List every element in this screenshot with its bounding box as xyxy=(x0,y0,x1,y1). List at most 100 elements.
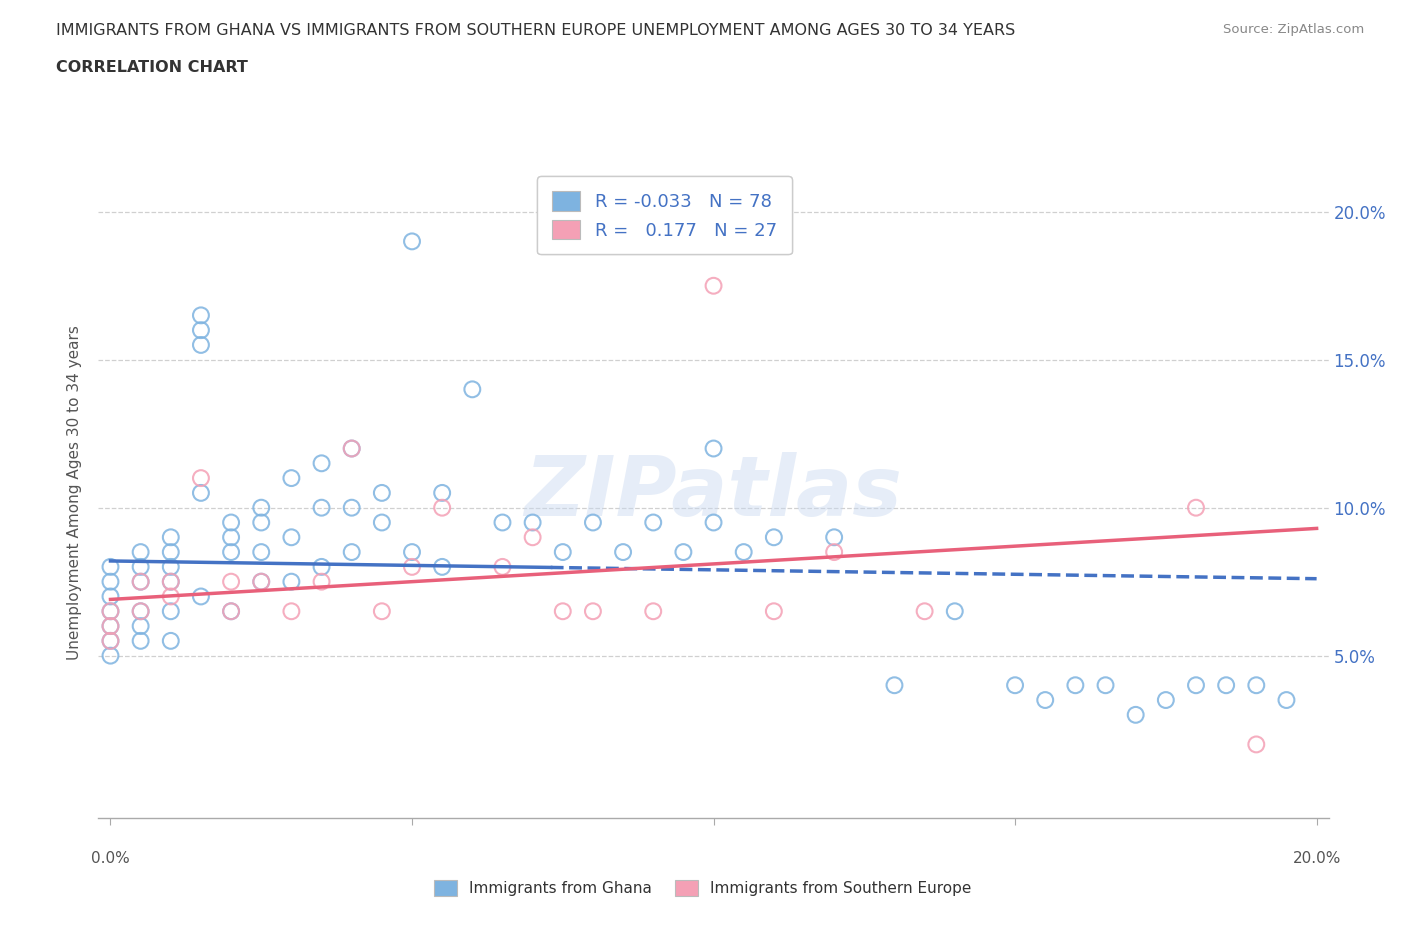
Point xyxy=(311,574,333,589)
Point xyxy=(129,574,152,589)
Point xyxy=(100,574,122,589)
Point xyxy=(159,530,181,545)
Point xyxy=(1004,678,1026,693)
Text: CORRELATION CHART: CORRELATION CHART xyxy=(56,60,247,75)
Point xyxy=(190,485,212,500)
Point xyxy=(311,500,333,515)
Legend: R = -0.033   N = 78, R =   0.177   N = 27: R = -0.033 N = 78, R = 0.177 N = 27 xyxy=(537,177,792,254)
Point xyxy=(582,604,605,618)
Point xyxy=(762,530,785,545)
Point xyxy=(762,604,785,618)
Y-axis label: Unemployment Among Ages 30 to 34 years: Unemployment Among Ages 30 to 34 years xyxy=(67,326,83,660)
Point xyxy=(100,589,122,604)
Point xyxy=(159,574,181,589)
Point xyxy=(129,574,152,589)
Point xyxy=(129,604,152,618)
Point xyxy=(1185,678,1208,693)
Point xyxy=(129,633,152,648)
Point xyxy=(1246,678,1268,693)
Point xyxy=(702,441,725,456)
Point xyxy=(219,545,242,560)
Point xyxy=(250,515,273,530)
Point xyxy=(914,604,936,618)
Point xyxy=(250,545,273,560)
Point xyxy=(219,515,242,530)
Point xyxy=(159,574,181,589)
Point xyxy=(461,382,484,397)
Point xyxy=(280,604,302,618)
Point xyxy=(311,456,333,471)
Point xyxy=(190,308,212,323)
Point xyxy=(702,515,725,530)
Point xyxy=(943,604,966,618)
Point xyxy=(159,633,181,648)
Point xyxy=(100,604,122,618)
Point xyxy=(401,545,423,560)
Point xyxy=(401,234,423,249)
Point xyxy=(643,604,665,618)
Point xyxy=(100,618,122,633)
Point xyxy=(250,574,273,589)
Point xyxy=(883,678,905,693)
Point xyxy=(733,545,755,560)
Point xyxy=(219,530,242,545)
Point xyxy=(582,515,605,530)
Point xyxy=(129,604,152,618)
Point xyxy=(219,604,242,618)
Point xyxy=(401,560,423,575)
Point xyxy=(280,530,302,545)
Point xyxy=(159,545,181,560)
Point xyxy=(340,500,363,515)
Point xyxy=(1094,678,1116,693)
Point xyxy=(340,545,363,560)
Point xyxy=(371,515,394,530)
Point xyxy=(823,545,845,560)
Point xyxy=(491,515,513,530)
Point xyxy=(340,441,363,456)
Point xyxy=(100,633,122,648)
Point xyxy=(430,500,453,515)
Point xyxy=(159,560,181,575)
Point xyxy=(371,485,394,500)
Point xyxy=(430,560,453,575)
Point xyxy=(522,515,544,530)
Point xyxy=(190,323,212,338)
Point xyxy=(1154,693,1177,708)
Point xyxy=(250,574,273,589)
Point xyxy=(430,485,453,500)
Point xyxy=(159,589,181,604)
Point xyxy=(190,589,212,604)
Text: ZIPatlas: ZIPatlas xyxy=(524,452,903,534)
Legend: Immigrants from Ghana, Immigrants from Southern Europe: Immigrants from Ghana, Immigrants from S… xyxy=(426,872,980,904)
Point xyxy=(311,560,333,575)
Text: IMMIGRANTS FROM GHANA VS IMMIGRANTS FROM SOUTHERN EUROPE UNEMPLOYMENT AMONG AGES: IMMIGRANTS FROM GHANA VS IMMIGRANTS FROM… xyxy=(56,23,1015,38)
Point xyxy=(190,338,212,352)
Text: 0.0%: 0.0% xyxy=(91,851,129,866)
Point xyxy=(371,604,394,618)
Point xyxy=(1246,737,1268,751)
Point xyxy=(1185,500,1208,515)
Point xyxy=(159,604,181,618)
Point xyxy=(522,530,544,545)
Point xyxy=(643,515,665,530)
Point xyxy=(100,648,122,663)
Point xyxy=(672,545,695,560)
Point xyxy=(280,574,302,589)
Point xyxy=(1125,708,1147,723)
Text: 20.0%: 20.0% xyxy=(1292,851,1341,866)
Point xyxy=(129,618,152,633)
Point xyxy=(100,604,122,618)
Point xyxy=(551,545,574,560)
Point xyxy=(250,500,273,515)
Point xyxy=(612,545,634,560)
Point xyxy=(100,560,122,575)
Point xyxy=(1064,678,1087,693)
Point xyxy=(702,278,725,293)
Point xyxy=(823,530,845,545)
Point xyxy=(1033,693,1056,708)
Point xyxy=(100,633,122,648)
Point xyxy=(551,604,574,618)
Text: Source: ZipAtlas.com: Source: ZipAtlas.com xyxy=(1223,23,1364,36)
Point xyxy=(129,560,152,575)
Point xyxy=(129,545,152,560)
